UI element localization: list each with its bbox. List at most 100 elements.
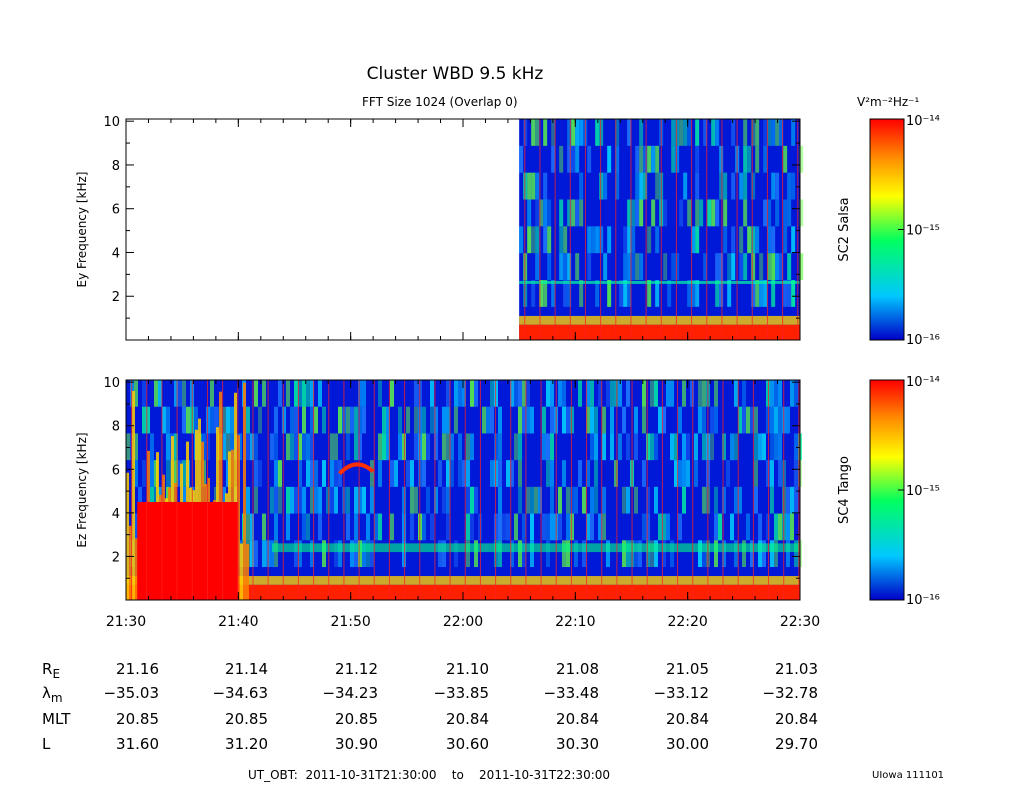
ephem-value: −33.12 xyxy=(653,684,709,702)
spectrogram-cell xyxy=(698,406,702,434)
spectrogram-cell xyxy=(406,406,410,434)
spectrogram-cell xyxy=(770,486,774,514)
spectrogram-cell xyxy=(559,199,564,227)
spectrogram-cell xyxy=(174,433,178,461)
spectrogram-cell xyxy=(775,172,780,200)
spectrogram-cell xyxy=(350,540,354,567)
spectrogram-cell xyxy=(310,486,314,514)
y-tick-label: 10 xyxy=(103,376,120,391)
spectrogram-cell xyxy=(535,199,540,227)
spectrogram-cell xyxy=(310,540,314,567)
spectrogram-cell xyxy=(655,226,660,254)
spectrogram-cell xyxy=(406,460,410,487)
spectrogram-cell xyxy=(622,406,626,434)
spectrogram-cell xyxy=(787,253,792,281)
spectrogram-cell xyxy=(746,406,750,434)
spectrogram-cell xyxy=(687,280,692,307)
spectrogram-cell xyxy=(734,380,738,407)
spectrogram-cell xyxy=(530,486,534,514)
spectrogram-cell xyxy=(654,433,658,461)
spectrogram-cell xyxy=(739,226,744,254)
spectrogram-cell xyxy=(651,199,656,227)
colorbar-units: V²m⁻²Hz⁻¹ xyxy=(857,95,920,109)
spectrogram-cell xyxy=(578,380,582,407)
spectrogram-cell xyxy=(711,119,716,146)
spectrogram-cell xyxy=(322,460,326,487)
spectrogram-cell xyxy=(671,145,676,173)
spectrogram-cell xyxy=(547,226,552,254)
spectrogram-cell xyxy=(230,433,234,461)
spectrogram-cell xyxy=(742,540,746,567)
spectrogram-cell xyxy=(518,380,522,407)
spectrogram-cell xyxy=(286,433,290,461)
spectrogram-cell xyxy=(758,540,762,567)
spectrogram-cell xyxy=(314,460,318,487)
spectrogram-cell xyxy=(799,253,804,281)
spectrogram-cell xyxy=(214,406,218,434)
spectrogram-cell xyxy=(786,406,790,434)
spectrogram-cell xyxy=(522,513,526,541)
spectrogram-cell xyxy=(702,433,706,461)
spectrogram-cell xyxy=(282,406,286,434)
spectrogram-cell xyxy=(751,119,756,146)
spectrogram-cell xyxy=(743,172,748,200)
spectrogram-cell xyxy=(771,172,776,200)
spectrogram-cell xyxy=(595,119,600,146)
spectrogram-cell xyxy=(626,433,630,461)
spectrogram-cell xyxy=(694,433,698,461)
spectrogram-cell xyxy=(651,145,656,173)
spectrogram-cell xyxy=(623,226,628,254)
spectrogram-cell xyxy=(450,433,454,461)
spectrogram-cell xyxy=(566,540,570,567)
spectrogram-cell xyxy=(246,406,250,434)
spectrogram-cell xyxy=(166,460,170,487)
spectrogram-cell xyxy=(719,145,724,173)
spectrogram-cell xyxy=(590,380,594,407)
spectrogram-cell xyxy=(650,540,654,567)
spectrogram-cell xyxy=(650,433,654,461)
spectrogram-cell xyxy=(534,486,538,514)
spectrogram-cell xyxy=(446,380,450,407)
spectrogram-cell xyxy=(290,406,294,434)
spectrogram-cell xyxy=(470,433,474,461)
spectrogram-cell xyxy=(378,460,382,487)
spectrogram-cell xyxy=(695,280,700,307)
spectrogram-cell xyxy=(750,540,754,567)
spectrogram-cell xyxy=(691,280,696,307)
spectrogram-cell xyxy=(747,226,752,254)
spectrogram-cell xyxy=(571,199,576,227)
spectrogram-cell xyxy=(298,460,302,487)
spectrogram-cell xyxy=(627,280,632,307)
spectrogram-cell xyxy=(522,406,526,434)
ephem-label-re: RE xyxy=(42,660,61,681)
emission-arc xyxy=(337,462,375,476)
spectrogram-cell xyxy=(458,433,462,461)
spectrogram-cell xyxy=(362,406,366,434)
spectrogram-cell xyxy=(626,380,630,407)
spectrogram-cell xyxy=(543,199,548,227)
spectrogram-cell xyxy=(482,406,486,434)
spectrogram-cell xyxy=(470,486,474,514)
spectrogram-cell xyxy=(286,513,290,541)
spectrogram-cell xyxy=(346,513,350,541)
spectrogram-cell xyxy=(778,460,782,487)
ephem-value: −33.48 xyxy=(543,684,599,702)
spectrogram-cell xyxy=(638,540,642,567)
spectrogram-cell xyxy=(546,380,550,407)
spectrogram-cell xyxy=(642,460,646,487)
spectrogram-cell xyxy=(578,460,582,487)
spectrogram-cell xyxy=(558,486,562,514)
y-tick-label: 10 xyxy=(103,115,120,130)
spectrogram-cell xyxy=(602,433,606,461)
spectrogram-cell xyxy=(298,380,302,407)
spectrogram-cell xyxy=(278,460,282,487)
spectrogram-cell xyxy=(670,433,674,461)
spectrogram-cell xyxy=(743,199,748,227)
spectrogram-cell xyxy=(579,119,584,146)
spectrogram-cell xyxy=(695,172,700,200)
spectrogram-cell xyxy=(715,280,720,307)
spectrogram-cell xyxy=(414,486,418,514)
spectrogram-cell xyxy=(562,406,566,434)
colorbar-tick-label: 10⁻¹⁴ xyxy=(906,375,940,390)
x-tick-label: 22:30 xyxy=(780,614,820,630)
